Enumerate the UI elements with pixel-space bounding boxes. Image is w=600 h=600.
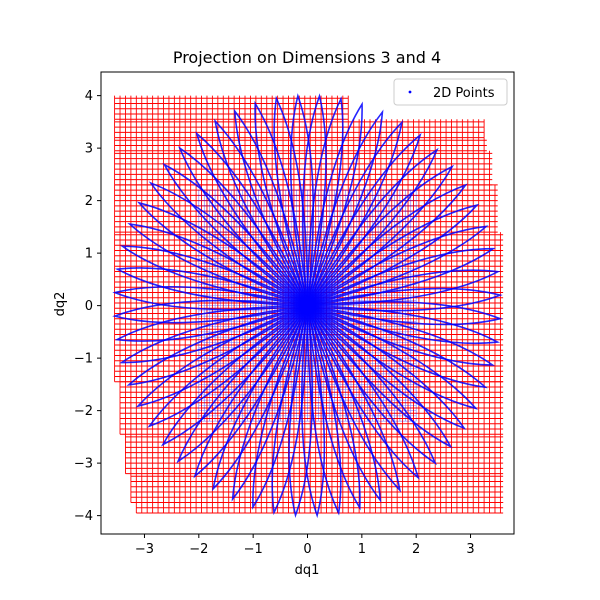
point-trajectory <box>271 305 309 516</box>
grid-cell-band <box>114 137 487 152</box>
point-trajectory <box>195 131 309 307</box>
legend-box <box>393 78 508 106</box>
point-trajectory <box>307 300 503 326</box>
chart-title: Projection on Dimensions 3 and 4 <box>173 48 441 67</box>
x-tick-label: −1 <box>244 542 263 557</box>
point-trajectory <box>306 305 361 511</box>
y-tick-label: 0 <box>85 299 93 314</box>
point-trajectory <box>306 305 382 503</box>
point-trajectory <box>306 120 404 307</box>
point-trajectory <box>147 304 309 428</box>
y-tick-label: −4 <box>74 509 93 524</box>
point-trajectory <box>213 118 309 307</box>
point-trajectory <box>211 305 309 492</box>
grid-cell-band <box>130 473 504 503</box>
x-tick-label: −3 <box>135 542 154 557</box>
point-trajectory <box>306 147 439 307</box>
point-trajectory <box>273 95 309 306</box>
point-trajectory <box>306 305 402 493</box>
point-trajectory <box>288 305 313 518</box>
x-axis: −3 −2 −1 0 1 2 3 <box>135 534 475 557</box>
y-tick-label: 2 <box>85 194 93 209</box>
y-axis: −4 −3 −2 −1 0 1 2 3 4 <box>74 89 101 524</box>
point-trajectory <box>306 305 342 516</box>
grid-cell-band <box>114 119 485 139</box>
point-trajectory <box>306 183 468 307</box>
x-tick-label: −2 <box>189 542 208 557</box>
y-tick-label: 4 <box>85 89 93 104</box>
point-trajectory <box>306 109 384 307</box>
y-tick-label: −3 <box>74 457 93 472</box>
legend-marker <box>408 90 412 94</box>
point-trajectory <box>302 93 327 306</box>
point-trajectory <box>160 304 309 447</box>
point-trajectory <box>289 93 315 306</box>
point-trajectory <box>233 108 309 307</box>
point-trajectory <box>254 100 309 306</box>
point-trajectory <box>307 304 501 345</box>
point-trajectory <box>306 101 363 306</box>
x-tick-label: 3 <box>466 542 474 557</box>
x-tick-label: 0 <box>303 542 311 557</box>
points-layer <box>112 93 503 519</box>
y-tick-label: 3 <box>85 142 93 157</box>
legend: 2D Points <box>393 78 508 106</box>
point-trajectory <box>306 164 455 307</box>
x-tick-label: 2 <box>412 542 420 557</box>
point-trajectory <box>176 305 309 464</box>
y-tick-label: −1 <box>74 352 93 367</box>
y-tick-label: 1 <box>85 247 93 262</box>
y-axis-label: dq2 <box>53 292 68 317</box>
grid-cells-overlay <box>114 95 504 514</box>
point-trajectory <box>306 132 422 307</box>
legend-label: 2D Points <box>433 86 495 101</box>
point-trajectory <box>193 305 309 479</box>
point-trajectory <box>300 305 326 519</box>
x-tick-label: 1 <box>358 542 366 557</box>
x-axis-label: dq1 <box>295 563 320 578</box>
point-trajectory <box>231 305 309 502</box>
y-tick-label: −2 <box>74 404 93 419</box>
point-trajectory <box>252 305 309 510</box>
grid-cell-band <box>135 502 504 514</box>
point-trajectory <box>306 96 344 306</box>
point-trajectory <box>306 305 420 480</box>
plot-area <box>112 93 504 519</box>
